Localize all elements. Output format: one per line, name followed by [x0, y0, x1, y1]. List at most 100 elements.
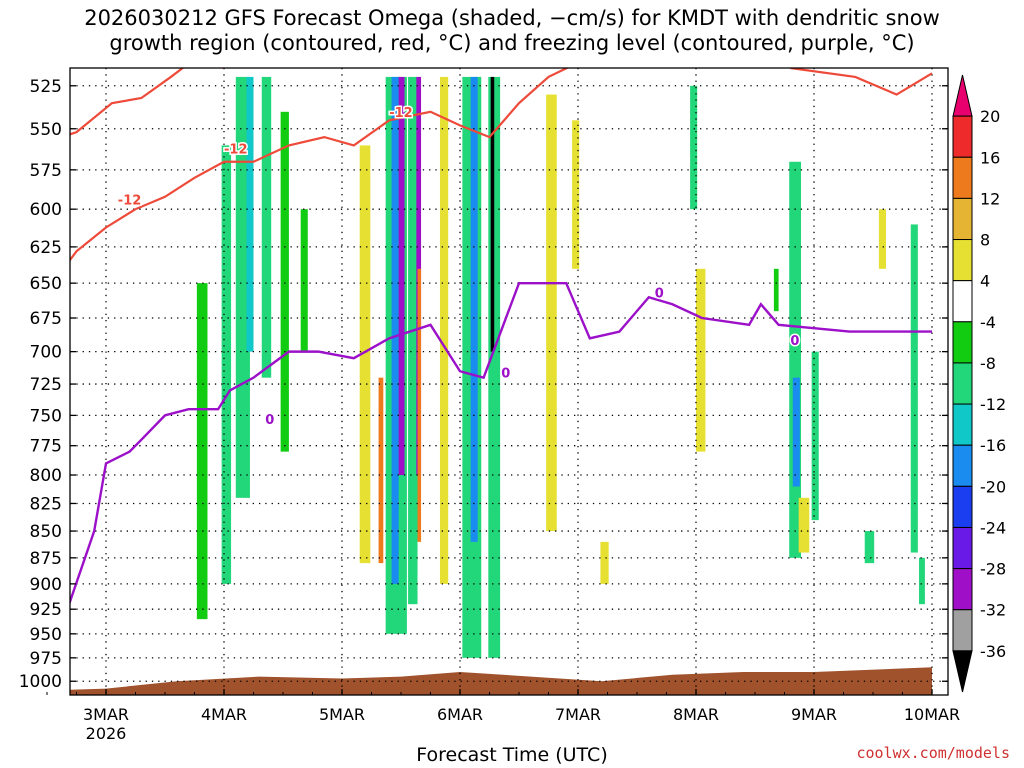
omega-band [546, 94, 557, 532]
colorbar-tick-label: 4 [980, 272, 990, 291]
omega-band [280, 111, 289, 452]
y-tick-label: 625 [30, 238, 62, 258]
colorbar-box [952, 115, 973, 158]
colorbar-tick-label: 20 [980, 107, 1000, 126]
x-tick-label: 6MAR [437, 705, 483, 724]
omega-band [196, 283, 208, 620]
colorbar-tick-label: -4 [980, 313, 996, 332]
chart-title: 2026030212 GFS Forecast Omega (shaded, −… [0, 6, 1024, 56]
omega-band [792, 377, 800, 487]
y-tick-label: 600 [30, 200, 62, 220]
y-tick-label: 575 [30, 161, 62, 181]
y-tick-label: 950 [30, 625, 62, 645]
x-axis-label: Forecast Time (UTC) [416, 744, 608, 766]
dendritic-contour-label: -12 [389, 106, 413, 121]
y-tick-label: 975 [30, 649, 62, 669]
chart-title-line1: 2026030212 GFS Forecast Omega (shaded, −… [84, 6, 940, 30]
omega-band [878, 209, 886, 269]
colorbar-triangle-bottom [952, 650, 973, 693]
omega-band [910, 224, 918, 553]
dendritic-contour-label: -12 [224, 143, 248, 158]
omega-band [600, 541, 609, 584]
y-tick-label: 550 [30, 120, 62, 140]
x-tick-label: 5MAR [319, 705, 365, 724]
colorbar-tick-label: -24 [980, 518, 1006, 537]
y-tick-label: 900 [30, 575, 62, 595]
colorbar-tick-label: -36 [980, 642, 1006, 661]
colorbar-box [952, 526, 973, 570]
colorbar-box [952, 609, 973, 652]
freezing-level-contour [70, 281, 932, 606]
omega-band [417, 268, 422, 542]
colorbar-box [952, 444, 973, 487]
colorbar-box [952, 156, 973, 199]
colorbar-triangle-top [952, 74, 973, 117]
dendritic-contour [70, 68, 570, 262]
colorbar-tick-label: -28 [980, 560, 1006, 579]
colorbar-tick-label: -12 [980, 395, 1006, 414]
freezing-level-label: 0 [501, 367, 510, 382]
colorbar-tick-label: -32 [980, 601, 1006, 620]
colorbar-tick-label: 16 [980, 148, 1000, 167]
freezing-level-label: 0 [655, 286, 664, 301]
plot-area: -12 -12 -12 0 0 0 0 [70, 68, 948, 695]
omega-band [246, 76, 254, 352]
x-tick-label: 9MAR [791, 705, 837, 724]
y-tick-label: 750 [30, 406, 62, 426]
x-tick-sublabel: 2026 [86, 724, 127, 743]
y-tick-label: 800 [30, 466, 62, 486]
colorbar-box [952, 362, 973, 405]
omega-band [864, 531, 875, 564]
x-tick-label: 10MAR [904, 705, 960, 724]
x-tick-label: 4MAR [201, 705, 247, 724]
y-tick-label: 525 [30, 77, 62, 97]
colorbar-box [952, 485, 973, 528]
y-tick-label: 925 [30, 600, 62, 620]
y-tick-label: 675 [30, 309, 62, 329]
x-tick-label: 7MAR [555, 705, 601, 724]
colorbar-tick-label: -16 [980, 436, 1006, 455]
colorbar-tick-label: -8 [980, 354, 996, 373]
omega-band [300, 209, 308, 352]
freezing-level-label: 0 [265, 413, 274, 428]
dendritic-contour [790, 68, 933, 96]
plot-frame [69, 67, 949, 696]
x-tick-label: 3MAR [83, 705, 129, 724]
credit-text: coolwx.com/models [856, 744, 1010, 762]
y-tick-label: 1000 [19, 672, 62, 692]
colorbar-box [952, 321, 973, 364]
dendritic-contour-label: -12 [118, 194, 142, 209]
omega-band [919, 557, 925, 605]
colorbar-box [952, 197, 973, 241]
omega-band [696, 268, 706, 452]
omega-band [391, 76, 399, 584]
y-tick-label: 775 [30, 437, 62, 457]
colorbar-tick-label: 12 [980, 189, 1000, 208]
freezing-level-label: 0 [790, 334, 799, 349]
omega-band [408, 76, 418, 605]
y-tick-label: 650 [30, 274, 62, 294]
omega-band [789, 161, 802, 558]
colorbar-tick-label: -20 [980, 477, 1006, 496]
omega-band [261, 76, 272, 378]
omega-band [572, 120, 580, 269]
y-tick-label: 875 [30, 549, 62, 569]
y-tick-label: 825 [30, 494, 62, 514]
omega-band [470, 76, 478, 542]
colorbar-box [952, 403, 973, 446]
omega-band [439, 76, 449, 584]
colorbar-box [952, 280, 973, 323]
chart-title-line2: growth region (contoured, red, °C) and f… [109, 31, 915, 55]
omega-band [798, 497, 810, 553]
omega-band [490, 76, 495, 352]
dendritic-contour [70, 68, 224, 136]
y-tick-label: 850 [30, 522, 62, 542]
colorbar-tick-label: 8 [980, 231, 990, 250]
omega-band [398, 76, 405, 476]
colorbar-box [952, 568, 973, 611]
omega-band [359, 145, 371, 564]
omega-band [378, 377, 384, 564]
omega-band [773, 268, 779, 312]
x-tick-label: 8MAR [673, 705, 719, 724]
